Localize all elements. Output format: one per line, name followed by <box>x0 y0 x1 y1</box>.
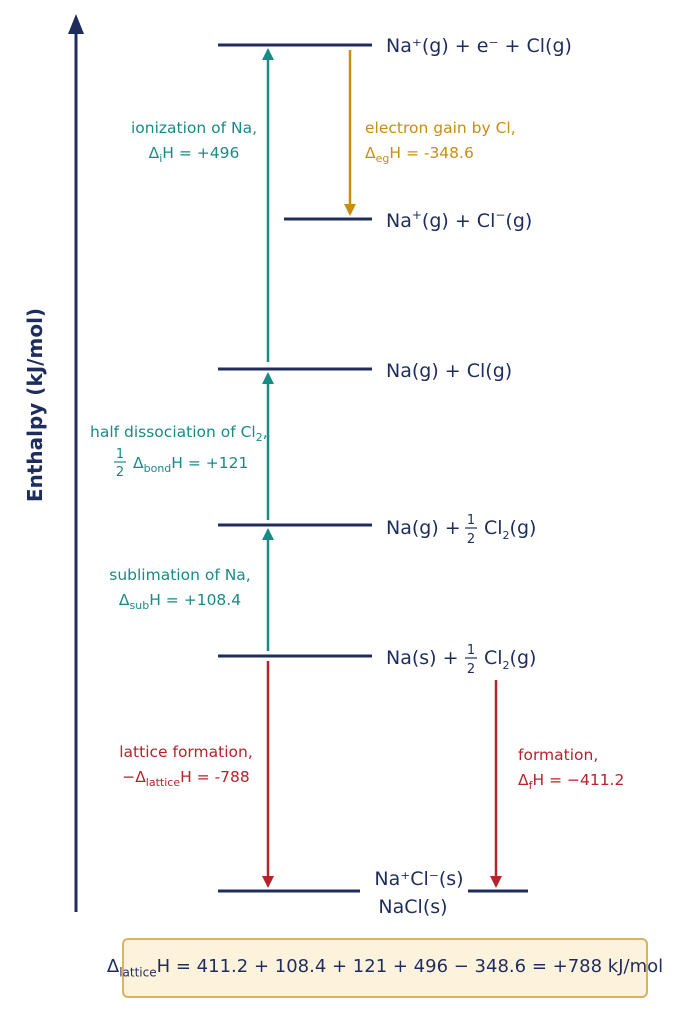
svg-text:1: 1 <box>116 447 124 462</box>
level-label-elements: Na(s) + 1 2 Cl2(g) <box>386 643 536 677</box>
svg-text:ΔbondH = +121: ΔbondH = +121 <box>133 454 248 475</box>
level-label-ions: Na+(g) + Cl−(g) <box>386 208 532 232</box>
svg-text:2: 2 <box>116 465 124 480</box>
ionization-title: ionization of Na, <box>131 119 257 137</box>
lattice-formation-enthalpy: −ΔlatticeH = -788 <box>122 768 250 789</box>
svg-text:2: 2 <box>467 532 475 547</box>
axis-label: Enthalpy (kJ/mol) <box>23 308 47 502</box>
ionization-enthalpy: ΔiH = +496 <box>149 144 240 165</box>
formation-enthalpy: ΔfH = −411.2 <box>518 771 624 792</box>
axis-arrow-icon <box>68 14 84 34</box>
level-label-product-formula: NaCl(s) <box>378 896 447 918</box>
level-label-half-dissociated: Na(g) + 1 2 Cl2(g) <box>386 513 536 547</box>
half-dissociation-title: half dissociation of Cl2, <box>90 423 268 444</box>
svg-text:2: 2 <box>467 662 475 677</box>
electron-gain-enthalpy: ΔegH = -348.6 <box>365 144 474 165</box>
level-label-atoms: Na(g) + Cl(g) <box>386 360 512 382</box>
sublimation-title: sublimation of Na, <box>109 566 250 584</box>
lattice-formation-title: lattice formation, <box>119 743 253 761</box>
svg-text:Na(s) +: Na(s) + <box>386 647 459 669</box>
svg-text:Cl2(g): Cl2(g) <box>484 647 536 672</box>
half-dissociation-enthalpy: 1 2 ΔbondH = +121 <box>114 447 248 480</box>
electron-gain-title: electron gain by Cl, <box>365 119 516 137</box>
level-label-product-ionic: Na⁺Cl⁻(s) <box>374 868 463 890</box>
svg-text:1: 1 <box>467 643 475 658</box>
summary-equation: ΔlatticeH = 411.2 + 108.4 + 121 + 496 − … <box>106 956 664 980</box>
svg-text:1: 1 <box>467 513 475 528</box>
summary-box: ΔlatticeH = 411.2 + 108.4 + 121 + 496 − … <box>107 938 663 998</box>
formation-title: formation, <box>518 746 598 764</box>
svg-text:Cl2(g): Cl2(g) <box>484 517 536 542</box>
level-label-ionized: Na⁺(g) + e⁻ + Cl(g) <box>386 35 572 57</box>
sublimation-enthalpy: ΔsubH = +108.4 <box>119 591 241 612</box>
svg-text:Na(g) +: Na(g) + <box>386 517 461 539</box>
